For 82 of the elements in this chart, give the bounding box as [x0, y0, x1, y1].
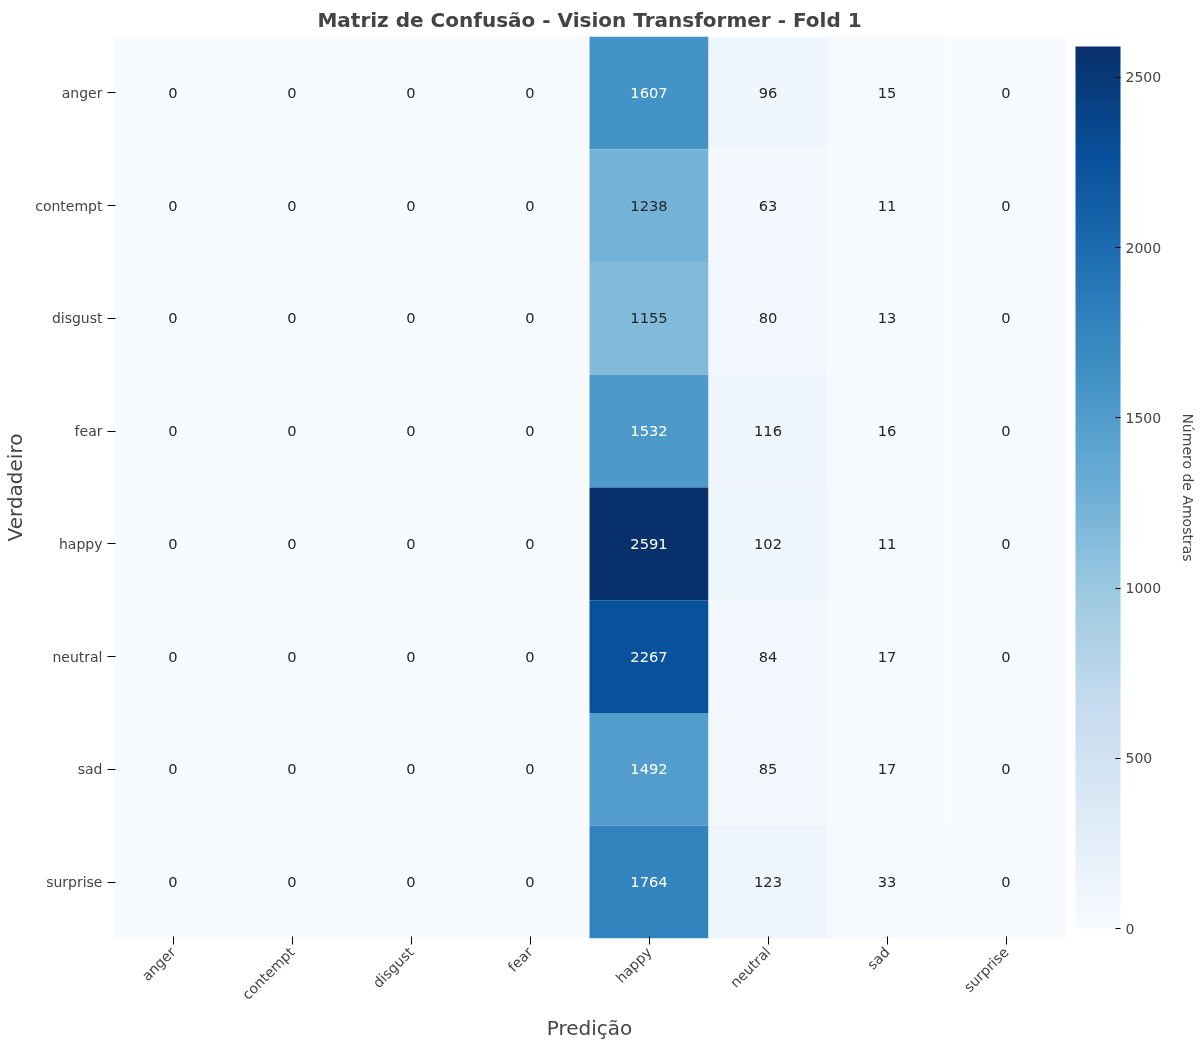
data-label: 0	[525, 534, 535, 552]
data-label: 1532	[630, 422, 668, 440]
y-tick-label: sad	[77, 761, 103, 778]
data-label: 0	[1001, 873, 1011, 891]
data-label: 1238	[630, 196, 668, 214]
data-label: 15	[877, 83, 897, 101]
data-label: 0	[525, 760, 535, 778]
data-label: 0	[287, 760, 297, 778]
data-label: 0	[406, 873, 416, 891]
data-label: 0	[1001, 83, 1011, 101]
data-label: 102	[754, 534, 782, 552]
data-label: 11	[877, 196, 897, 214]
data-label: 0	[287, 196, 297, 214]
y-tick-label: surprise	[46, 874, 103, 891]
data-label: 0	[406, 83, 416, 101]
data-label: 1492	[630, 760, 668, 778]
data-label: 17	[877, 760, 897, 778]
data-label: 0	[287, 309, 297, 327]
y-axis-title: Verdadeiro	[3, 433, 28, 542]
data-label: 0	[1001, 647, 1011, 665]
y-tick-label: anger	[61, 84, 103, 101]
data-label: 1607	[630, 83, 668, 101]
color-bar-label: 2000	[1125, 239, 1162, 256]
y-tick-label: fear	[74, 423, 103, 440]
color-bar-label: 1000	[1125, 580, 1162, 597]
data-label: 1764	[630, 873, 668, 891]
data-label: 11	[877, 534, 897, 552]
data-label: 0	[406, 309, 416, 327]
data-label: 0	[406, 196, 416, 214]
data-label: 0	[287, 534, 297, 552]
color-bar-label: 0	[1125, 920, 1135, 937]
x-axis-title: Predição	[546, 1016, 633, 1041]
data-label: 0	[168, 873, 178, 891]
data-label: 0	[1001, 196, 1011, 214]
data-label: 0	[1001, 534, 1011, 552]
data-label: 13	[877, 309, 897, 327]
data-label: 96	[758, 83, 778, 101]
data-label: 2267	[630, 647, 668, 665]
data-label: 2591	[630, 534, 668, 552]
data-label: 0	[1001, 760, 1011, 778]
data-label: 33	[877, 873, 897, 891]
y-tick-label: neutral	[52, 648, 103, 665]
data-label: 0	[168, 83, 178, 101]
data-label: 0	[168, 647, 178, 665]
data-label: 116	[754, 422, 782, 440]
data-label: 0	[525, 422, 535, 440]
data-label: 0	[287, 647, 297, 665]
color-bar-label: 500	[1125, 750, 1153, 767]
chart-title: Matriz de Confusão - Vision Transformer - Fold 1	[317, 7, 862, 32]
data-label: 84	[758, 647, 778, 665]
data-label: 0	[406, 647, 416, 665]
data-label: 0	[525, 83, 535, 101]
data-label: 0	[525, 647, 535, 665]
data-label: 0	[525, 196, 535, 214]
data-label: 0	[168, 196, 178, 214]
data-label: 0	[525, 309, 535, 327]
data-label: 0	[525, 873, 535, 891]
data-label: 0	[406, 760, 416, 778]
y-tick-label: contempt	[35, 197, 104, 214]
data-label: 0	[1001, 422, 1011, 440]
data-label: 1155	[630, 309, 668, 327]
data-label: 0	[168, 309, 178, 327]
data-label: 0	[168, 760, 178, 778]
data-label: 0	[287, 83, 297, 101]
data-label: 0	[168, 534, 178, 552]
data-label: 0	[1001, 309, 1011, 327]
y-tick-label: disgust	[51, 310, 104, 327]
data-label: 0	[406, 422, 416, 440]
data-label: 85	[758, 760, 778, 778]
y-tick-label: happy	[58, 535, 103, 552]
data-label: 80	[758, 309, 778, 327]
data-label: 0	[287, 422, 297, 440]
data-label: 0	[287, 873, 297, 891]
data-label: 0	[168, 422, 178, 440]
data-label: 63	[758, 196, 778, 214]
data-label: 123	[754, 873, 782, 891]
color-bar-title: Número de Amostras	[1179, 413, 1196, 562]
data-label: 16	[877, 422, 897, 440]
color-bar-label: 1500	[1125, 409, 1162, 426]
color-bar-label: 2500	[1125, 69, 1162, 86]
data-label: 17	[877, 647, 897, 665]
data-label: 0	[406, 534, 416, 552]
